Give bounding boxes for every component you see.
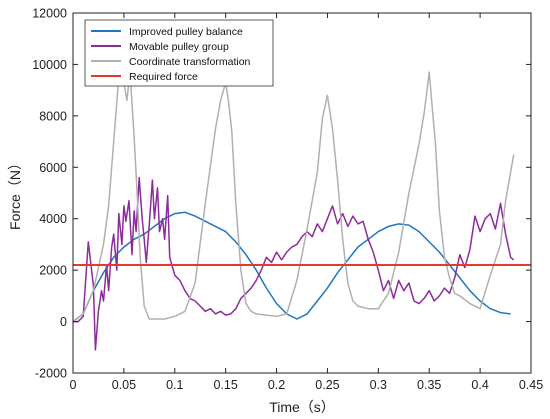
x-tick-label: 0.1 [166,378,183,392]
y-tick-label: 4000 [39,212,67,226]
plot-frame [72,12,532,374]
x-tick-label: 0.15 [213,378,237,392]
legend-entry-label: Improved pulley balance [129,26,243,38]
x-tick-label: 0.2 [268,378,285,392]
x-tick-label: 0.45 [519,378,543,392]
x-tick-label: 0.35 [417,378,441,392]
y-tick-label: 6000 [39,161,67,175]
legend-entry-label: Movable pulley group [129,41,229,53]
y-tick-label: 12000 [32,7,67,21]
ticks-layer: 0 0.05 0.1 0.15 0.2 0.25 0.3 0.35 0.4 0.45-200002… [32,7,543,393]
series-line-0 [72,211,511,323]
y-tick-label: 0 [60,315,67,329]
y-tick-label: 10000 [32,58,67,72]
x-tick-label: 0 [70,378,77,392]
legend-entry-label: Required force [129,71,198,83]
series-line-2 [72,71,515,323]
x-tick-label: 0.3 [370,378,387,392]
x-axis-label: Time（s） [269,399,335,415]
legend: Improved pulley balance Movable pulley gr… [84,19,274,87]
x-tick-label: 0.4 [471,378,488,392]
x-tick-label: 0.05 [112,378,136,392]
legend-entry-label: Coordinate transformation [129,56,251,68]
y-tick-label: -2000 [35,367,67,381]
x-tick-label: 0.25 [315,378,339,392]
series-line-1 [73,176,515,351]
y-tick-label: 8000 [39,109,67,123]
series-layer [72,71,531,351]
y-tick-label: 2000 [39,264,67,278]
y-axis-label: Force（N） [7,156,23,230]
